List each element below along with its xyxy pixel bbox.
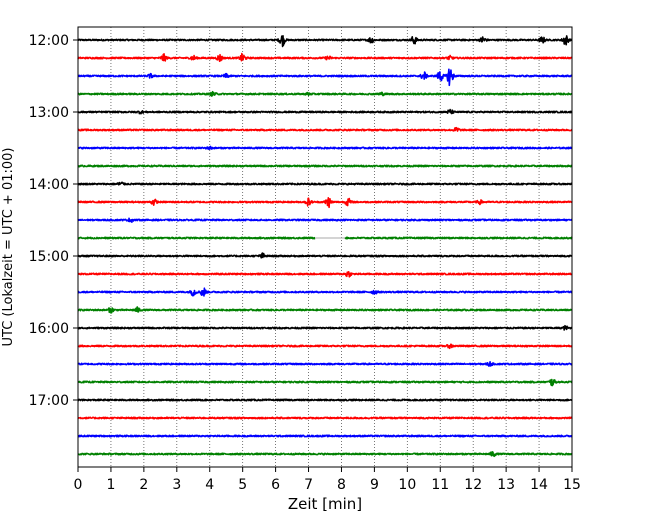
- trace-1230: [77, 68, 573, 87]
- trace-1745: [77, 450, 573, 458]
- trace-1330: [77, 145, 573, 151]
- x-tick-label-12: 12: [464, 477, 482, 493]
- y-tick-label-1400: 14:00: [29, 177, 69, 193]
- x-tick-label-1: 1: [106, 477, 115, 493]
- x-tick-label-4: 4: [205, 477, 214, 493]
- y-axis-title: UTC (Lokalzeit = UTC + 01:00): [1, 148, 16, 347]
- x-tick-label-5: 5: [238, 477, 247, 493]
- x-tick-label-11: 11: [431, 477, 449, 493]
- trace-1415: [77, 197, 573, 209]
- trace-1500: [77, 252, 573, 259]
- trace-1400: [77, 181, 573, 186]
- x-tick-label-10: 10: [398, 477, 416, 493]
- trace-1645: [77, 378, 573, 387]
- trace-1530: [77, 287, 573, 297]
- y-tick-label-1600: 16:00: [29, 321, 69, 337]
- trace-lines: [77, 35, 573, 458]
- grid-lines: [110, 27, 540, 467]
- trace-1730: [77, 434, 573, 438]
- y-tick-label-1700: 17:00: [29, 393, 69, 409]
- x-tick-label-14: 14: [530, 477, 548, 493]
- trace-1430: [77, 217, 573, 223]
- trace-1515: [77, 271, 573, 278]
- y-axis-ticks: 12:00 13:00 14:00 15:00 16:00 17:00: [29, 33, 78, 409]
- y-tick-label-1300: 13:00: [29, 105, 69, 121]
- x-tick-label-8: 8: [337, 477, 346, 493]
- x-tick-label-6: 6: [271, 477, 280, 493]
- trace-1600: [77, 324, 573, 331]
- trace-1615: [77, 343, 573, 350]
- x-tick-label-9: 9: [370, 477, 379, 493]
- trace-1315: [77, 126, 573, 132]
- plot-frame: [77, 26, 573, 468]
- trace-1715: [77, 416, 573, 420]
- trace-1215: [77, 52, 573, 63]
- trace-1630: [77, 361, 573, 367]
- x-tick-label-0: 0: [74, 477, 83, 493]
- trace-1545: [77, 306, 573, 314]
- x-axis-title: Zeit [min]: [288, 495, 362, 513]
- x-axis-ticks: 0 1 2 3 4 5 6 7 8 9 10 11 12 13 14 15: [74, 467, 581, 493]
- y-tick-label-1500: 15:00: [29, 249, 69, 265]
- x-tick-label-2: 2: [139, 477, 148, 493]
- trace-1700: [77, 398, 573, 402]
- x-tick-label-13: 13: [497, 477, 515, 493]
- y-tick-label-1200: 12:00: [29, 33, 69, 49]
- x-tick-label-3: 3: [172, 477, 181, 493]
- x-tick-label-7: 7: [304, 477, 313, 493]
- trace-1300: [77, 108, 573, 115]
- trace-1200: [77, 35, 573, 48]
- trace-1445: [77, 236, 573, 240]
- trace-1245: [77, 90, 573, 97]
- trace-1345: [77, 164, 573, 168]
- x-tick-label-15: 15: [563, 477, 581, 493]
